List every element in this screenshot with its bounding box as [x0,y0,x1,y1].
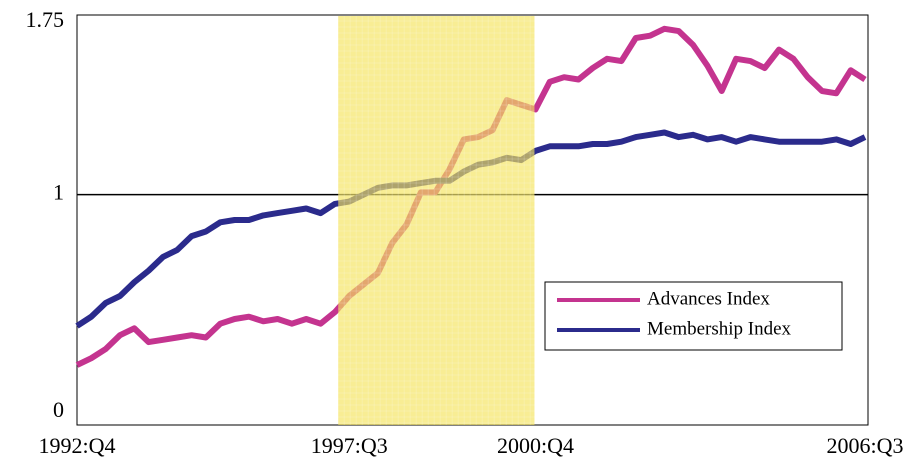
y-tick-label: 0 [53,397,64,422]
x-tick-label: 2000:Q4 [497,433,574,458]
x-tick-label: 1992:Q4 [39,433,116,458]
y-tick-label: 1 [53,180,64,205]
highlight-band [338,16,535,425]
x-tick-label: 2006:Q3 [827,433,904,458]
legend-box [544,281,843,351]
x-tick-label: 1997:Q3 [311,433,388,458]
legend-label: Advances Index [647,288,770,309]
legend-label: Membership Index [647,318,792,339]
y-tick-label: 1.75 [26,7,65,32]
